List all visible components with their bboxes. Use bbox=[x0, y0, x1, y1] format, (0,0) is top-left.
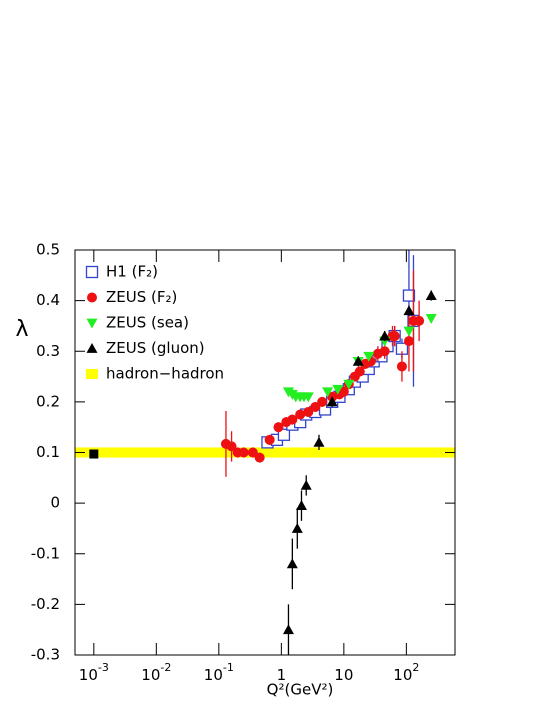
point bbox=[403, 326, 415, 337]
plot-area bbox=[75, 250, 455, 655]
point bbox=[425, 290, 437, 300]
x-tick-label: 1 bbox=[277, 666, 287, 684]
point bbox=[286, 558, 298, 569]
legend-label: ZEUS (F₂) bbox=[106, 288, 177, 306]
point bbox=[287, 414, 298, 425]
point bbox=[282, 624, 294, 635]
point bbox=[425, 313, 437, 324]
x-tick-label: 10-2 bbox=[141, 661, 171, 684]
point bbox=[295, 409, 306, 420]
point bbox=[402, 289, 416, 302]
y-tick-label: -0.2 bbox=[31, 595, 60, 613]
legend-swatch bbox=[86, 369, 98, 379]
legend-item: H1 (F₂) bbox=[85, 263, 158, 281]
x-tick-label: 102 bbox=[393, 661, 419, 684]
y-tick-label: 0.1 bbox=[36, 443, 60, 461]
y-tick-label: -0.1 bbox=[31, 544, 60, 562]
legend-item: ZEUS (sea) bbox=[86, 314, 189, 332]
x-tick-label: 10 bbox=[334, 666, 353, 684]
point bbox=[322, 387, 334, 398]
y-tick-label: 0.3 bbox=[36, 342, 60, 360]
legend-label: ZEUS (gluon) bbox=[106, 339, 205, 357]
legend-label: ZEUS (sea) bbox=[106, 314, 189, 332]
y-tick-label: 0.4 bbox=[36, 291, 60, 309]
point bbox=[226, 441, 237, 452]
legend-swatch bbox=[86, 343, 98, 353]
point bbox=[332, 384, 344, 395]
y-tick-label: 0.5 bbox=[36, 241, 60, 259]
legend-swatch bbox=[86, 318, 98, 329]
point bbox=[379, 330, 391, 341]
point bbox=[277, 428, 291, 441]
point bbox=[291, 522, 303, 533]
y-tick-label: -0.3 bbox=[31, 646, 60, 664]
point bbox=[247, 447, 258, 458]
legend-swatch bbox=[87, 292, 97, 303]
point bbox=[326, 396, 338, 407]
x-axis-label: Q²(GeV²) bbox=[267, 681, 334, 699]
band bbox=[75, 447, 455, 458]
point bbox=[352, 355, 364, 366]
point bbox=[89, 449, 99, 459]
point bbox=[338, 386, 349, 397]
point bbox=[403, 305, 415, 316]
y-tick-label: 0.2 bbox=[36, 392, 60, 410]
point bbox=[273, 422, 284, 433]
point bbox=[310, 401, 321, 412]
point bbox=[303, 407, 314, 417]
legend-label: H1 (F₂) bbox=[106, 263, 158, 281]
y-axis-label: λ bbox=[15, 317, 28, 342]
point bbox=[302, 392, 314, 403]
y-tick-label: 0 bbox=[50, 494, 60, 512]
point bbox=[300, 479, 312, 490]
point bbox=[389, 331, 400, 342]
point bbox=[403, 336, 414, 347]
point bbox=[238, 447, 249, 458]
point bbox=[414, 315, 425, 326]
point bbox=[379, 346, 390, 357]
point bbox=[354, 366, 365, 377]
point bbox=[396, 361, 407, 372]
point bbox=[343, 379, 355, 390]
point bbox=[254, 452, 265, 463]
point bbox=[317, 396, 328, 407]
point bbox=[295, 500, 307, 511]
legend-item: ZEUS (gluon) bbox=[86, 339, 205, 357]
point bbox=[264, 434, 275, 445]
x-tick-label: 10-1 bbox=[204, 661, 234, 684]
legend-item: ZEUS (F₂) bbox=[87, 288, 177, 306]
legend-item: hadron−hadron bbox=[86, 365, 224, 383]
point bbox=[363, 351, 375, 362]
point bbox=[313, 436, 325, 447]
x-tick-label: 10-3 bbox=[79, 661, 109, 684]
legend-label: hadron−hadron bbox=[106, 365, 224, 383]
legend-swatch bbox=[85, 265, 99, 279]
